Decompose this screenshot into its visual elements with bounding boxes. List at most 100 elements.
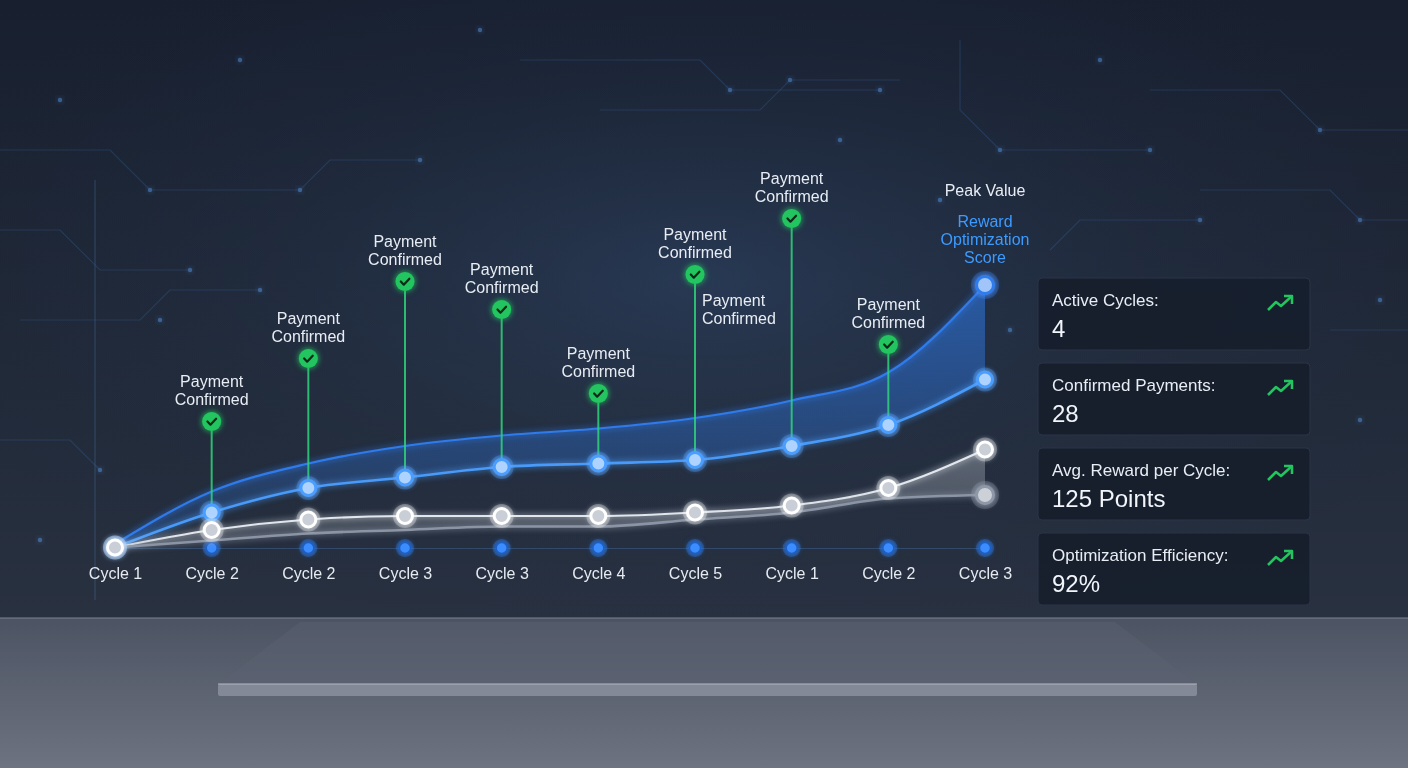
payment-label-line: Payment [277, 310, 341, 327]
stat-value: 125 Points [1052, 485, 1165, 512]
decor-dot [1318, 128, 1322, 132]
x-tick-dot [593, 543, 604, 554]
area-band [115, 285, 985, 548]
payment-check [299, 349, 318, 368]
marker-glow [973, 438, 997, 462]
series-marker [978, 372, 993, 387]
series-marker [881, 481, 896, 496]
plot-area [103, 209, 999, 560]
series-marker [494, 460, 509, 475]
series-line [115, 450, 985, 548]
marker-glow [393, 504, 417, 528]
x-tick-label: Cycle 1 [89, 565, 142, 582]
decor-dot [838, 138, 842, 142]
decor-line [960, 40, 1150, 150]
payment-label-line: Confirmed [368, 251, 442, 268]
stat-card: Optimization Efficiency:92% [1038, 533, 1310, 605]
decor-line [520, 60, 880, 90]
decor-circuits [0, 28, 1408, 542]
x-tick-dot [400, 543, 411, 554]
series-marker [108, 540, 123, 555]
check-icon [884, 342, 893, 348]
marker-glow [296, 476, 320, 500]
payment-label: PaymentConfirmed [658, 226, 732, 261]
series-marker [881, 418, 896, 433]
platform-slab [218, 684, 1197, 696]
decor-line [0, 150, 420, 190]
stat-card: Confirmed Payments:28 [1038, 363, 1310, 435]
stat-card-bg [1038, 533, 1310, 605]
series-marker [204, 505, 219, 520]
check-icon [401, 279, 410, 285]
series-marker [978, 442, 993, 457]
decor-dot [238, 58, 242, 62]
x-tick-dot [690, 543, 701, 554]
x-tick-dot-glow [783, 539, 801, 557]
payment-label: PaymentConfirmed [851, 296, 925, 331]
marker-glow [971, 481, 999, 509]
x-axis: Cycle 1 Cycle 2 Cycle 2 Cycle 3 Cycle 3 Cycle… [89, 548, 1012, 582]
decor-dot [158, 318, 162, 322]
payment-label-line: Confirmed [755, 188, 829, 205]
x-tick-label: Cycle 4 [572, 565, 625, 582]
marker-glow [780, 434, 804, 458]
x-tick-label: Cycle 2 [862, 565, 915, 582]
marker-glow [973, 368, 997, 392]
payment-label-line: Confirmed [175, 391, 249, 408]
decor-dot [938, 198, 942, 202]
trend-icon [1268, 381, 1292, 395]
x-tick-dot [303, 543, 314, 554]
x-tick-dot-glow [396, 539, 414, 557]
marker-glow [780, 494, 804, 518]
decor-line [600, 80, 900, 110]
series-marker [398, 470, 413, 485]
x-tick-label: Cycle 3 [475, 565, 528, 582]
x-tick-dot-glow [976, 539, 994, 557]
marker-glow [971, 271, 999, 299]
trend-arrowhead [1284, 381, 1292, 389]
check-icon [497, 307, 506, 313]
series-line [115, 495, 985, 548]
payment-check [589, 384, 608, 403]
series-marker [784, 439, 799, 454]
payment-label-line: Payment [857, 296, 921, 313]
check-icon [594, 391, 603, 397]
decor-dot [478, 28, 482, 32]
payment-label-line: Confirmed [465, 279, 539, 296]
annotation-line: Confirmed [702, 310, 776, 327]
annotation-line: Payment [702, 292, 766, 309]
labels: PaymentConfirmedPaymentConfirmedPaymentC… [175, 170, 1030, 408]
stat-card-bg [1038, 363, 1310, 435]
payment-label-line: Payment [760, 170, 824, 187]
payment-label-line: Payment [373, 233, 437, 250]
decor-dot [1148, 148, 1152, 152]
x-tick-label: Cycle 3 [379, 565, 432, 582]
x-tick-dot-glow [299, 539, 317, 557]
payment-check [879, 335, 898, 354]
stat-card: Active Cycles:4 [1038, 278, 1310, 350]
x-tick-dot-glow [589, 539, 607, 557]
platform-highlight [218, 683, 1197, 684]
background [0, 0, 1408, 768]
stat-card: Avg. Reward per Cycle:125 Points [1038, 448, 1310, 520]
series-marker [977, 487, 994, 504]
series-marker [301, 481, 316, 496]
x-axis-line [116, 548, 986, 549]
y-axis-line [95, 180, 96, 600]
trend-icon [1268, 551, 1292, 565]
trend-icon [1268, 296, 1292, 310]
stat-label: Optimization Efficiency: [1052, 546, 1228, 565]
decor-line [20, 290, 260, 320]
payment-label-line: Confirmed [851, 314, 925, 331]
marker-glow [393, 466, 417, 490]
x-tick-label: Cycle 2 [282, 565, 335, 582]
trend-arrowhead [1284, 296, 1292, 304]
payment-check [782, 209, 801, 228]
decor-dot [1008, 328, 1012, 332]
trend-line [1268, 381, 1292, 395]
series-marker [977, 277, 994, 294]
x-tick-dot [496, 543, 507, 554]
check-icon [691, 272, 700, 278]
series-marker [591, 456, 606, 471]
payment-check [202, 412, 221, 431]
